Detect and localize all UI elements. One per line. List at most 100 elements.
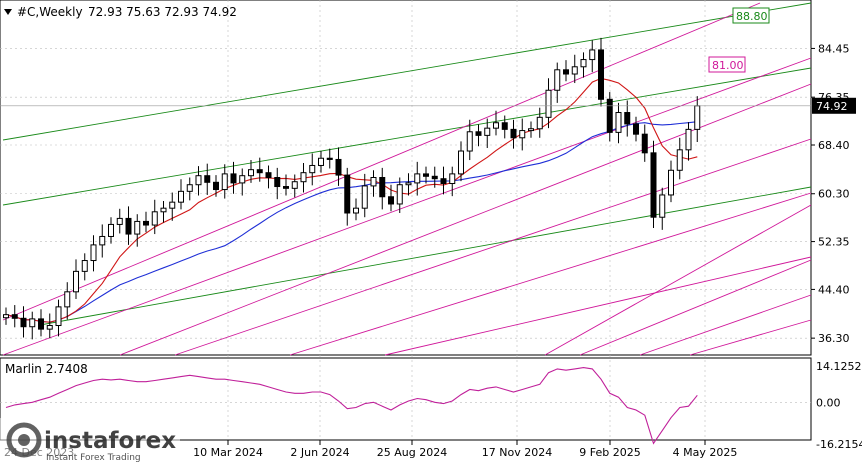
marlin-tick-label: -16.2154 <box>816 438 862 451</box>
marlin-tick-label: 14.1252 <box>816 360 862 373</box>
candle-body <box>248 169 254 177</box>
magenta-channel-line <box>579 259 812 356</box>
candle-body <box>598 49 604 100</box>
candle-body <box>361 185 368 209</box>
candle-body <box>580 59 587 68</box>
marlin-line <box>5 367 698 445</box>
candle-body <box>178 190 184 203</box>
red-moving-average-line <box>5 77 698 323</box>
candle-body <box>291 181 298 189</box>
magenta-channel-line <box>174 138 812 356</box>
level-labels: 88.80 81.00 <box>708 7 770 73</box>
candle-body <box>55 306 62 327</box>
instaforex-logo: instaforex Instant Forex Trading <box>0 418 180 464</box>
candle-body <box>265 172 272 179</box>
candle-body <box>650 152 657 218</box>
candle-body <box>169 201 176 209</box>
candle-body <box>195 175 202 186</box>
time-tick-label: 4 May 2025 <box>673 446 738 459</box>
time-tick-label: 2 Jun 2024 <box>290 446 349 459</box>
candle-body <box>151 211 158 226</box>
candle-body <box>685 128 692 151</box>
candle-body <box>554 69 561 91</box>
magenta-channel-line <box>2 2 761 321</box>
candle-body <box>458 150 464 175</box>
candle-body <box>116 217 123 225</box>
candle-body <box>221 173 228 191</box>
candle-body <box>344 174 351 214</box>
candle-body <box>230 173 237 184</box>
price-tick-label: 68.40 <box>818 139 850 152</box>
ohlc-values: 72.93 75.63 72.93 74.92 <box>88 5 237 19</box>
price-tick-label: 44.40 <box>818 283 850 296</box>
candle-body <box>440 178 447 185</box>
candle-body <box>186 184 193 192</box>
candle-body <box>431 175 438 180</box>
candle-body <box>545 89 552 118</box>
candle-body <box>335 158 342 176</box>
price-tick-label: 52.35 <box>818 236 850 249</box>
green-channel-line <box>39 186 812 326</box>
candle-body <box>493 122 499 129</box>
candle-body <box>659 194 666 218</box>
candle-body <box>29 318 36 328</box>
marlin-tick-label: 0.00 <box>816 396 841 409</box>
magenta-channel-line <box>289 192 812 356</box>
candle-body <box>38 318 44 330</box>
candle-body <box>81 260 88 272</box>
candle-body <box>528 128 534 132</box>
candle-body <box>388 196 394 205</box>
level-label: 81.00 <box>712 59 744 72</box>
candle-body <box>475 131 482 136</box>
candle-body <box>510 128 517 139</box>
time-tick-label: 9 Feb 2025 <box>579 446 640 459</box>
level-badge <box>732 7 770 24</box>
candle-body <box>353 207 359 214</box>
magenta-channel-line <box>544 204 812 356</box>
candle-body <box>379 177 386 198</box>
candle-body <box>414 173 421 184</box>
grid <box>0 0 811 440</box>
candle-body <box>326 157 333 160</box>
candle-body <box>589 49 596 61</box>
candle-body <box>73 270 79 293</box>
candle-body <box>501 122 508 130</box>
symbol-title: #C,Weekly <box>17 5 83 19</box>
candle-body <box>108 223 114 237</box>
candle-body <box>11 314 18 319</box>
candle-body <box>99 235 106 246</box>
magenta-channel-line <box>639 294 812 356</box>
green-channel-line <box>2 2 812 141</box>
time-tick-label: 17 Nov 2024 <box>482 446 552 459</box>
candle-body <box>563 69 569 75</box>
candle-body <box>20 317 27 328</box>
candle-body <box>283 186 289 189</box>
magenta-channel-line <box>689 319 812 356</box>
candle-body <box>536 116 543 130</box>
candle-body <box>694 105 701 130</box>
candle-body <box>676 149 683 171</box>
current-price-label: 74.92 <box>816 100 848 113</box>
candle-body <box>370 177 377 187</box>
collapse-triangle-icon[interactable] <box>4 9 12 15</box>
candle-body <box>3 314 9 319</box>
candle-body <box>309 164 316 174</box>
price-tick-label: 60.30 <box>818 188 850 201</box>
candle-body <box>239 175 246 184</box>
price-tick-label: 36.30 <box>818 332 850 345</box>
candle-body <box>274 177 281 188</box>
candle-body <box>318 157 324 166</box>
candle-body <box>213 181 219 191</box>
blue-moving-average-line <box>5 121 698 323</box>
candle-body <box>143 220 149 226</box>
candle-body <box>449 173 456 185</box>
candle-body <box>624 112 631 125</box>
level-label: 88.80 <box>736 10 768 23</box>
candle-body <box>615 112 622 133</box>
instaforex-logo-icon <box>6 422 42 458</box>
candle-body <box>160 207 167 213</box>
candle-body <box>606 98 613 133</box>
candle-body <box>405 182 412 186</box>
